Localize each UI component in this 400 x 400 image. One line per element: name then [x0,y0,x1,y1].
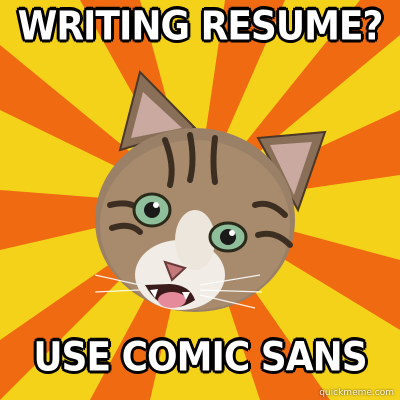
top-caption: WRITING RESUME? [17,3,384,50]
bottom-caption: USE COMIC SANS [33,334,367,381]
watermark: quickmeme.com [319,388,394,398]
